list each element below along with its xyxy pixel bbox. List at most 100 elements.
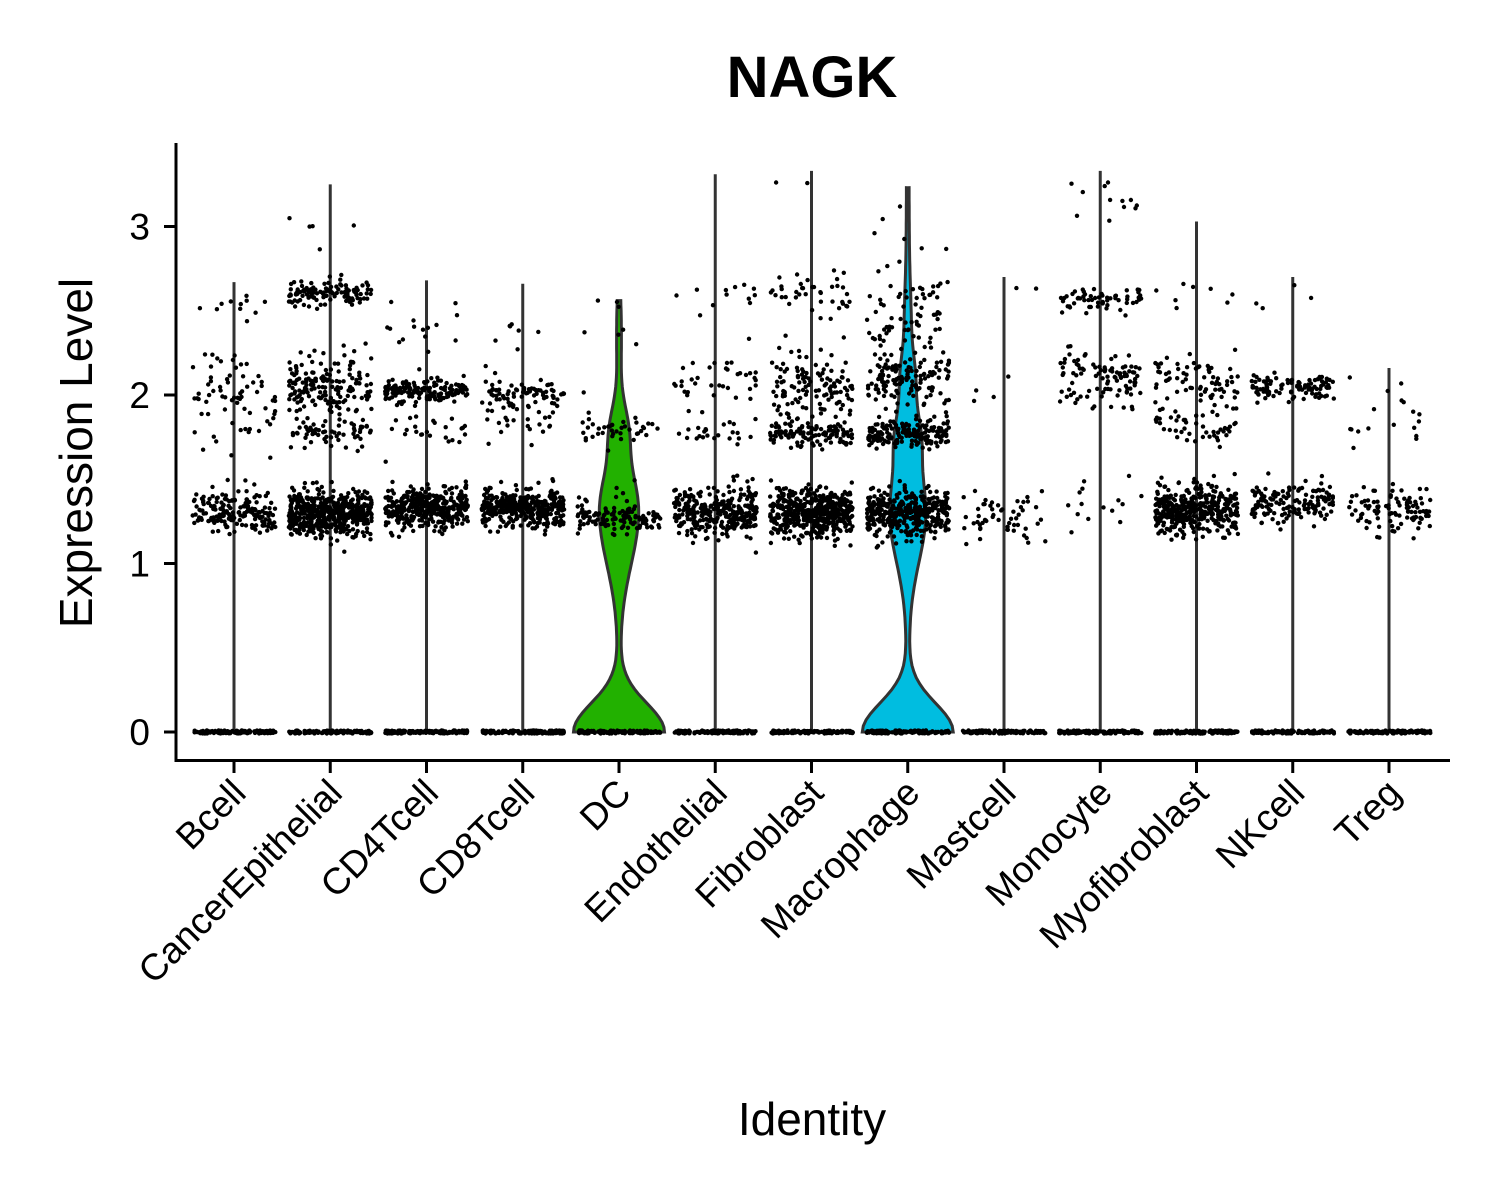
data-point-Endothelial [735, 430, 740, 436]
data-point-Fibroblast [806, 514, 811, 520]
data-point-Fibroblast [818, 535, 824, 540]
data-point-Endothelial [674, 518, 679, 524]
data-point-CancerEpithelial [303, 371, 309, 376]
data-point-DC [632, 478, 637, 483]
data-point-CancerEpithelial [306, 304, 312, 309]
data-point-Fibroblast [844, 491, 850, 497]
data-point-CancerEpithelial [320, 378, 326, 383]
data-point-CD8Tcell [531, 498, 536, 503]
data-point-Endothelial [748, 396, 753, 401]
data-point-Fibroblast [773, 293, 778, 298]
data-point-Macrophage [864, 730, 869, 735]
data-point-CancerEpithelial [359, 444, 365, 449]
data-point-Bcell [220, 492, 225, 497]
data-point-CancerEpithelial [316, 515, 322, 520]
data-point-CancerEpithelial [292, 397, 297, 402]
data-point-CD4Tcell [454, 503, 459, 508]
data-point-CancerEpithelial [365, 283, 371, 288]
data-point-Fibroblast [844, 528, 849, 533]
data-point-CancerEpithelial [301, 500, 306, 505]
data-point-CancerEpithelial [318, 390, 323, 395]
data-point-CD8Tcell [481, 507, 486, 512]
data-point-DC [635, 728, 640, 734]
data-point-CancerEpithelial [299, 362, 304, 368]
data-point-Bcell [206, 392, 212, 398]
data-point-Endothelial [706, 524, 712, 529]
data-point-Macrophage [903, 529, 908, 534]
data-point-Bcell [254, 500, 259, 505]
data-point-Fibroblast [783, 294, 788, 300]
data-point-DC [629, 730, 634, 735]
data-point-CancerEpithelial [364, 424, 369, 429]
data-point-DC [576, 495, 582, 500]
data-point-Endothelial [698, 524, 704, 530]
data-point-DC [646, 511, 651, 516]
data-point-CD4Tcell [411, 318, 416, 323]
data-point-CD4Tcell [389, 426, 395, 432]
data-point-Endothelial [698, 489, 703, 495]
data-point-CancerEpithelial [324, 288, 329, 294]
data-point-Bcell [239, 522, 245, 528]
data-point-CancerEpithelial [303, 424, 309, 430]
data-point-CancerEpithelial [346, 407, 351, 412]
data-point-Fibroblast [834, 276, 840, 282]
data-point-DC [646, 421, 651, 426]
data-point-CD4Tcell [419, 432, 424, 437]
data-point-CancerEpithelial [343, 283, 349, 288]
data-point-CancerEpithelial [358, 427, 363, 432]
data-point-Fibroblast [800, 367, 805, 372]
data-point-Macrophage [878, 728, 883, 733]
data-point-CD4Tcell [401, 505, 407, 511]
data-point-CD4Tcell [394, 386, 399, 392]
data-point-CD4Tcell [413, 424, 418, 429]
data-point-Bcell [205, 411, 211, 417]
data-point-CD8Tcell [550, 410, 556, 415]
data-point-Fibroblast [835, 526, 840, 531]
data-point-CD4Tcell [464, 728, 470, 733]
data-point-CD4Tcell [443, 435, 448, 440]
data-point-Endothelial [735, 521, 740, 526]
data-point-Bcell [244, 293, 249, 298]
data-point-CD8Tcell [513, 483, 519, 488]
data-point-Fibroblast [776, 485, 782, 491]
data-point-CancerEpithelial [368, 291, 373, 297]
data-point-CD4Tcell [386, 488, 391, 494]
data-point-CD4Tcell [446, 439, 451, 444]
data-point-Bcell [245, 384, 250, 389]
data-point-CD8Tcell [486, 441, 491, 446]
data-point-Fibroblast [814, 497, 820, 503]
data-point-Bcell [216, 528, 221, 534]
data-point-CD8Tcell [483, 379, 488, 384]
data-point-CancerEpithelial [315, 496, 320, 501]
data-point-CancerEpithelial [305, 416, 310, 421]
data-point-CancerEpithelial [291, 280, 297, 285]
data-point-CD4Tcell [429, 376, 434, 381]
data-point-CancerEpithelial [337, 417, 342, 422]
data-point-CD8Tcell [542, 508, 547, 513]
data-point-CancerEpithelial [334, 284, 339, 289]
data-point-CancerEpithelial [299, 283, 305, 289]
data-point-Macrophage [902, 730, 907, 735]
data-point-CancerEpithelial [316, 384, 322, 390]
data-point-Fibroblast [817, 373, 823, 378]
data-point-Fibroblast [794, 289, 799, 295]
data-point-Bcell [210, 529, 215, 534]
data-point-Endothelial [727, 420, 732, 425]
data-point-Macrophage [915, 728, 920, 733]
data-point-Fibroblast [803, 292, 808, 297]
data-point-Fibroblast [795, 518, 801, 523]
data-point-CancerEpithelial [350, 497, 355, 502]
data-point-CD8Tcell [505, 423, 510, 428]
data-point-Fibroblast [817, 442, 823, 447]
data-point-Endothelial [723, 514, 729, 519]
data-point-DC [622, 515, 627, 520]
data-point-Bcell [253, 310, 258, 315]
data-point-DC [613, 494, 619, 500]
data-point-CD4Tcell [460, 521, 465, 526]
data-point-Bcell [256, 373, 261, 379]
data-point-CancerEpithelial [359, 395, 364, 401]
data-point-CancerEpithelial [327, 730, 333, 735]
data-point-CD8Tcell [490, 382, 495, 388]
data-point-Endothelial [706, 485, 711, 490]
data-point-Endothelial [685, 528, 690, 534]
